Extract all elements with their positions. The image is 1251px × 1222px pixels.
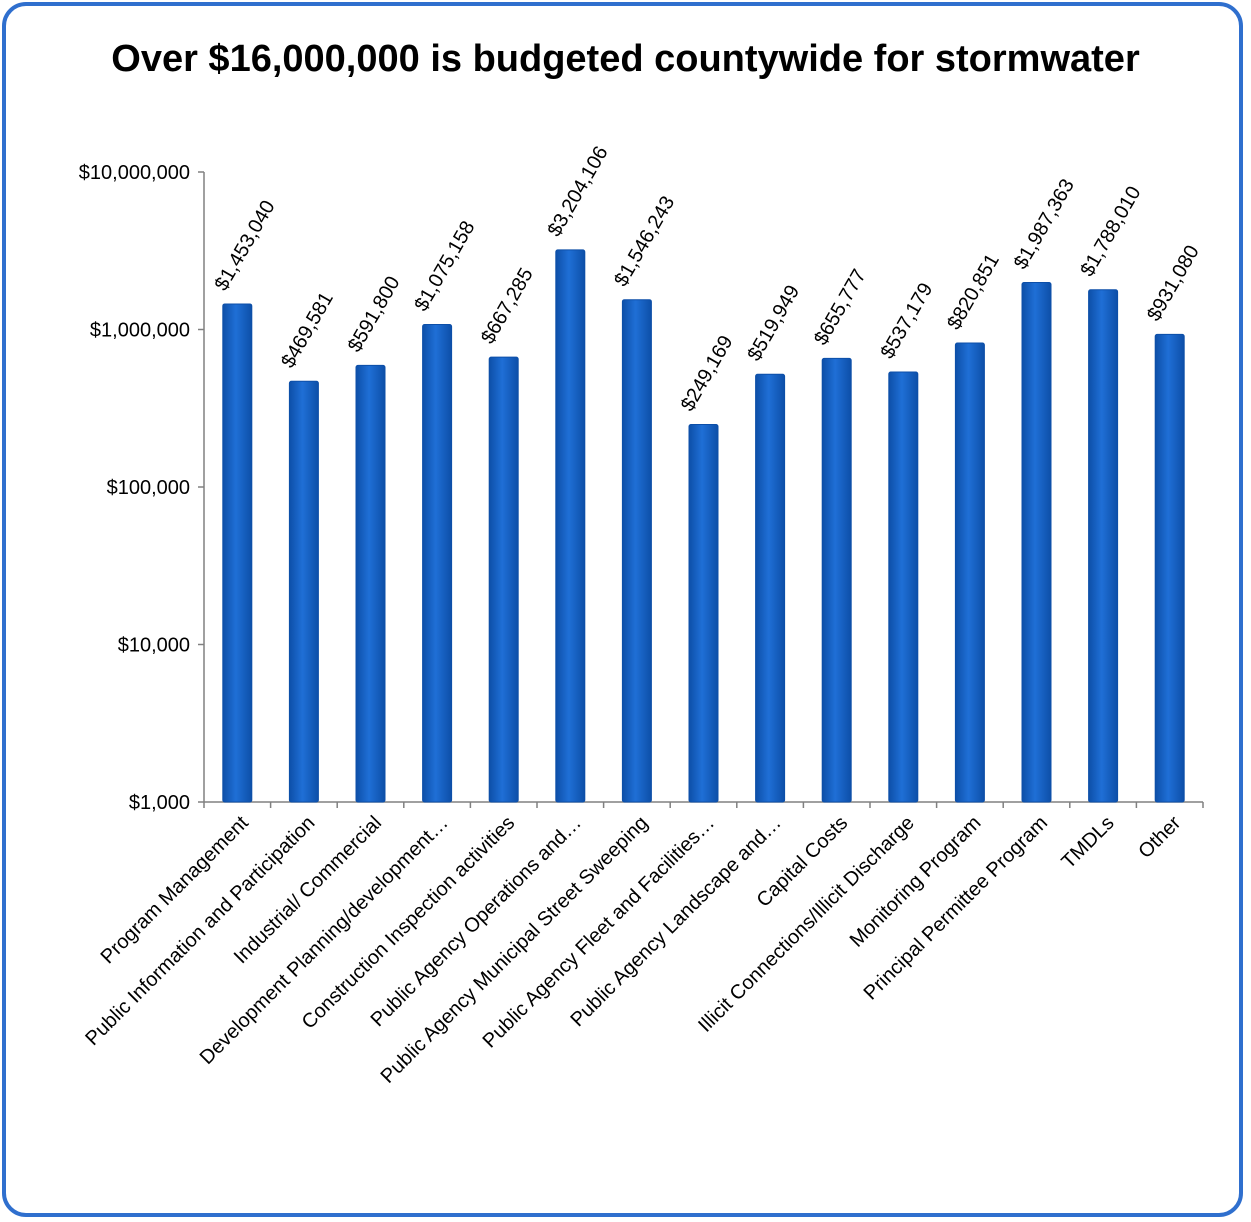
y-tick-label: $10,000: [118, 635, 190, 657]
category-label: Public Agency Fleet and Facilities…: [479, 812, 719, 1052]
value-label: $655,777: [810, 266, 871, 349]
bar: [422, 324, 453, 803]
value-label: $820,851: [943, 250, 1004, 333]
value-label: $591,800: [344, 273, 405, 356]
bar: [954, 342, 985, 803]
bar: [288, 380, 319, 803]
value-label: $1,453,040: [211, 197, 280, 295]
category-label: Monitoring Program: [846, 812, 986, 952]
value-label: $931,080: [1143, 242, 1204, 325]
bar: [488, 356, 519, 803]
bar: [755, 373, 786, 803]
category-label: Other: [1134, 812, 1185, 863]
bars: [222, 249, 1185, 803]
bar: [821, 357, 852, 803]
value-label: $3,204,106: [544, 143, 613, 241]
bar: [1154, 333, 1185, 803]
bar: [688, 424, 719, 803]
value-label: $1,987,363: [1010, 175, 1079, 273]
bar: [621, 299, 652, 803]
value-label: $1,546,243: [610, 192, 679, 290]
value-label: $519,949: [743, 281, 804, 364]
y-tick-label: $100,000: [107, 477, 190, 499]
value-label: $249,169: [677, 332, 738, 415]
value-label: $1,788,010: [1076, 183, 1145, 281]
value-label: $667,285: [477, 264, 538, 347]
category-label: Development Planning/development…: [196, 812, 453, 1069]
bar: [888, 371, 919, 803]
y-tick-label: $10,000,000: [79, 162, 190, 184]
bar: [1088, 289, 1119, 803]
value-label: $469,581: [277, 288, 338, 371]
bar: [1021, 282, 1052, 803]
value-label: $537,179: [877, 279, 938, 362]
y-tick-label: $1,000: [129, 792, 190, 814]
bar: [555, 249, 586, 803]
category-label: TMDLs: [1058, 812, 1119, 873]
bar: [222, 303, 253, 803]
bar: [355, 364, 386, 803]
chart-title: Over $16,000,000 is budgeted countywide …: [111, 38, 1140, 80]
value-label: $1,075,158: [410, 217, 479, 315]
y-tick-label: $1,000,000: [90, 320, 190, 342]
